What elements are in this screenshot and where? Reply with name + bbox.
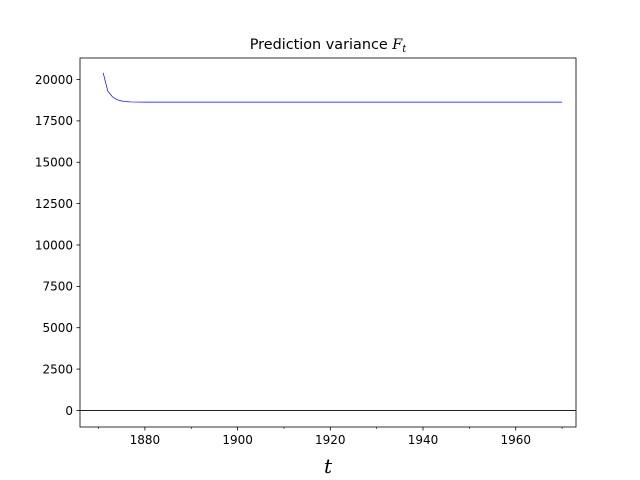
- chart-title: Prediction variance Ft: [250, 37, 408, 55]
- x-tick-label: 1960: [500, 433, 531, 447]
- y-axis: 0 2500 5000 7500 10000 12500 15000 17500 20000: [35, 73, 80, 418]
- series-line-0: [102, 72, 563, 103]
- y-tick-label: 5000: [42, 321, 73, 335]
- x-tick-label: 1900: [222, 433, 253, 447]
- plot-frame: [79, 57, 577, 428]
- y-tick-label: 17500: [35, 114, 73, 128]
- y-tick-label: 2500: [42, 362, 73, 376]
- chart-title-subscript: t: [402, 44, 407, 55]
- y-tick-label: 10000: [35, 238, 73, 252]
- y-tick-label: 12500: [35, 197, 73, 211]
- x-axis: 1880 1900 1920 1940 1960: [98, 427, 563, 447]
- chart-title-math: F: [391, 37, 403, 53]
- y-tick-label: 7500: [42, 280, 73, 294]
- y-tick-label: 0: [65, 404, 73, 418]
- series-layer: [102, 72, 563, 103]
- y-tick-label: 15000: [35, 156, 73, 170]
- x-axis-label: t: [324, 454, 333, 478]
- x-tick-label: 1940: [408, 433, 439, 447]
- x-tick-label: 1920: [315, 433, 346, 447]
- y-tick-label: 20000: [35, 73, 73, 87]
- chart-title-text: Prediction variance: [250, 37, 393, 53]
- x-tick-label: 1880: [130, 433, 161, 447]
